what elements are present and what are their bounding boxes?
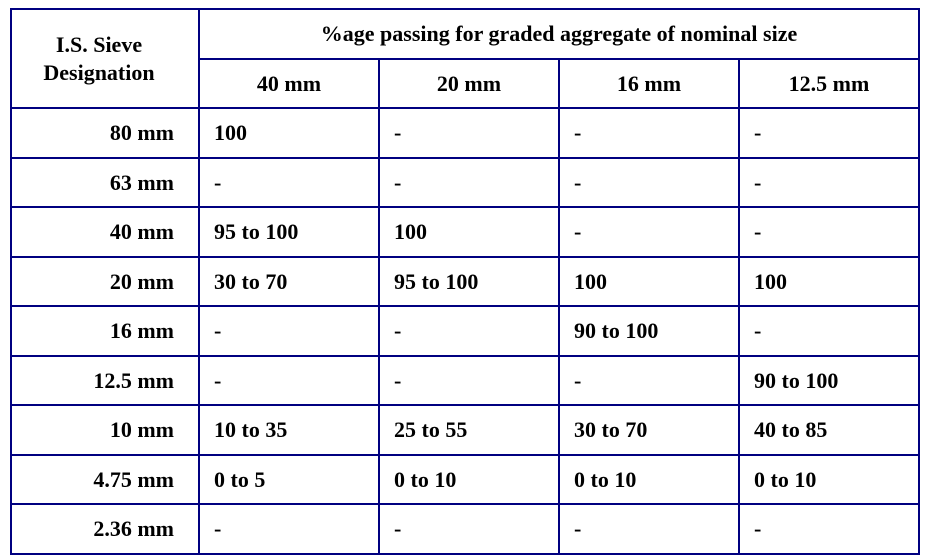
data-cell: 0 to 10 [739,455,919,505]
col-header-2: 16 mm [559,59,739,109]
row-header: 2.36 mm [11,504,199,554]
data-cell: 100 [559,257,739,307]
data-cell: 95 to 100 [199,207,379,257]
data-cell: - [559,356,739,406]
data-cell: 100 [379,207,559,257]
data-cell: - [379,306,559,356]
data-cell: - [739,207,919,257]
data-cell: 30 to 70 [559,405,739,455]
data-cell: - [559,207,739,257]
data-cell: 40 to 85 [739,405,919,455]
col-header-0: 40 mm [199,59,379,109]
data-cell: - [739,306,919,356]
data-cell: 25 to 55 [379,405,559,455]
data-cell: - [379,504,559,554]
corner-header-line1: I.S. Sieve [56,32,142,57]
header-row-1: I.S. Sieve Designation %age passing for … [11,9,919,59]
row-header: 10 mm [11,405,199,455]
row-header: 63 mm [11,158,199,208]
data-cell: - [199,158,379,208]
data-cell: - [739,504,919,554]
data-cell: - [559,504,739,554]
data-cell: - [199,356,379,406]
data-cell: - [199,306,379,356]
row-header: 20 mm [11,257,199,307]
row-header: 80 mm [11,108,199,158]
data-cell: - [739,158,919,208]
table-row: 4.75 mm0 to 50 to 100 to 100 to 10 [11,455,919,505]
table-row: 80 mm100--- [11,108,919,158]
table-row: 2.36 mm---- [11,504,919,554]
data-cell: 95 to 100 [379,257,559,307]
data-cell: 10 to 35 [199,405,379,455]
data-cell: 0 to 10 [559,455,739,505]
row-header: 16 mm [11,306,199,356]
table-body: 80 mm100---63 mm----40 mm95 to 100100--2… [11,108,919,554]
data-cell: 0 to 10 [379,455,559,505]
data-cell: - [379,108,559,158]
data-cell: 100 [199,108,379,158]
table-row: 20 mm30 to 7095 to 100100100 [11,257,919,307]
table-row: 40 mm95 to 100100-- [11,207,919,257]
col-header-1: 20 mm [379,59,559,109]
corner-header-line2: Designation [43,60,154,85]
data-cell: - [559,108,739,158]
data-cell: - [379,158,559,208]
data-cell: 90 to 100 [559,306,739,356]
data-cell: - [199,504,379,554]
table-row: 16 mm--90 to 100- [11,306,919,356]
row-header: 40 mm [11,207,199,257]
data-cell: 90 to 100 [739,356,919,406]
data-cell: - [559,158,739,208]
data-cell: - [379,356,559,406]
row-header: 4.75 mm [11,455,199,505]
col-header-3: 12.5 mm [739,59,919,109]
sieve-grading-table: I.S. Sieve Designation %age passing for … [10,8,920,555]
data-cell: 100 [739,257,919,307]
table-header: I.S. Sieve Designation %age passing for … [11,9,919,108]
table-row: 12.5 mm---90 to 100 [11,356,919,406]
data-cell: 0 to 5 [199,455,379,505]
table-row: 10 mm10 to 3525 to 5530 to 7040 to 85 [11,405,919,455]
spanning-header: %age passing for graded aggregate of nom… [199,9,919,59]
table-row: 63 mm---- [11,158,919,208]
data-cell: - [739,108,919,158]
data-cell: 30 to 70 [199,257,379,307]
row-header: 12.5 mm [11,356,199,406]
corner-header: I.S. Sieve Designation [11,9,199,108]
